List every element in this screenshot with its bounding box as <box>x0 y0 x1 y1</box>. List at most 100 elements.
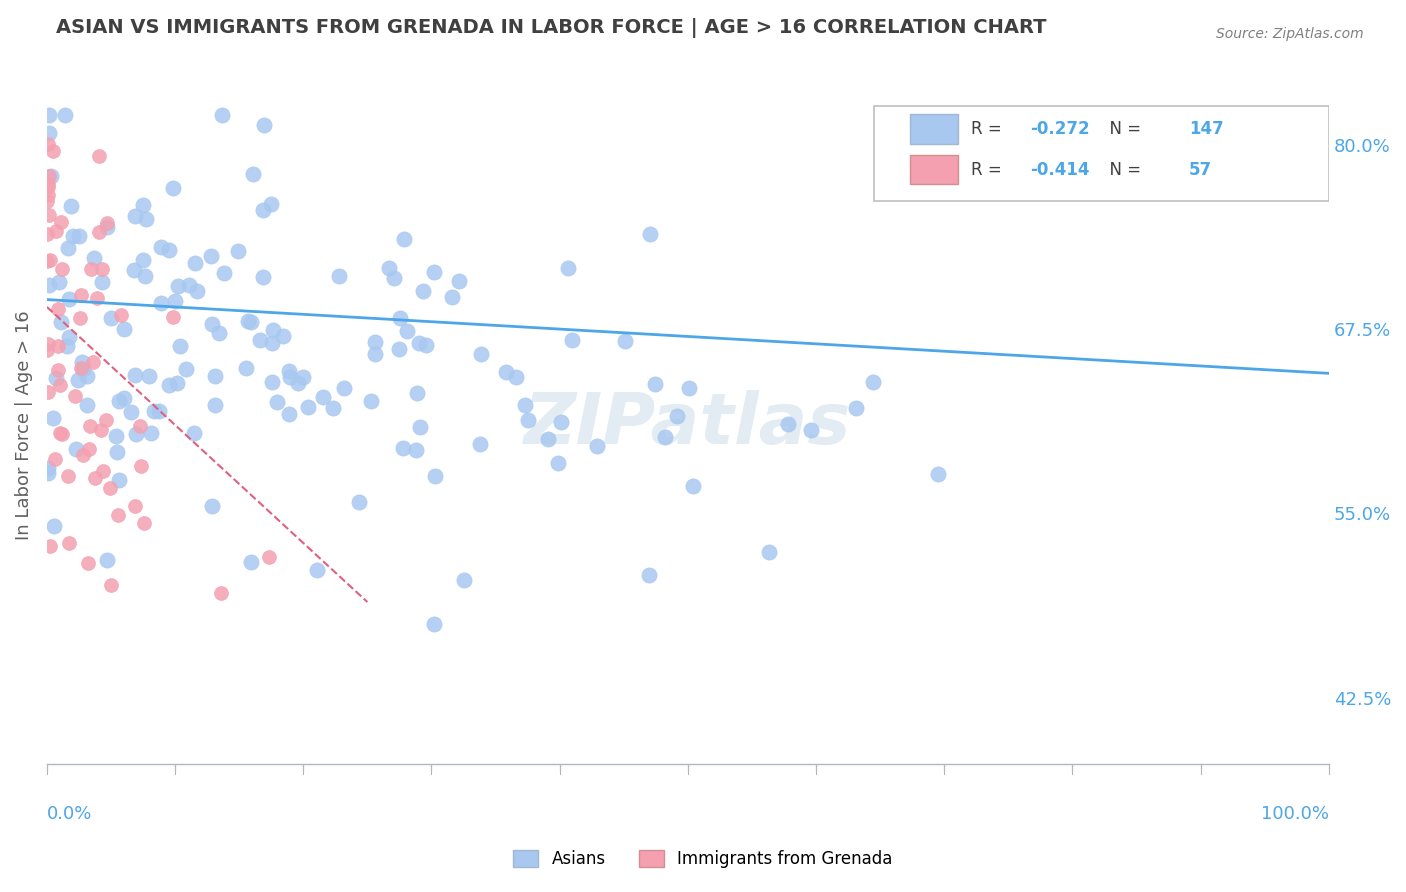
Point <box>408 335 430 350</box>
Point <box>100 577 122 591</box>
Point <box>67 229 90 244</box>
Point <box>150 240 173 254</box>
Point <box>37 227 59 242</box>
Point <box>112 391 135 405</box>
Point <box>46 363 69 377</box>
Point <box>125 426 148 441</box>
Point <box>38 169 60 183</box>
Point <box>226 244 249 258</box>
Point <box>38 127 60 141</box>
Point <box>96 216 118 230</box>
Point <box>260 197 283 211</box>
Point <box>287 376 309 390</box>
Point <box>87 225 110 239</box>
Point <box>212 266 235 280</box>
Point <box>495 365 517 379</box>
Point <box>132 516 155 530</box>
Text: 57: 57 <box>1189 161 1212 178</box>
Point <box>37 136 59 151</box>
Point <box>120 405 142 419</box>
Point <box>89 149 111 163</box>
Point <box>470 347 492 361</box>
Point <box>51 426 73 441</box>
Point <box>65 442 87 457</box>
Point <box>169 339 191 353</box>
Point <box>378 261 401 276</box>
Point <box>96 220 118 235</box>
Point <box>277 364 299 378</box>
Point <box>364 334 387 349</box>
Point <box>311 391 333 405</box>
Point <box>423 265 446 279</box>
Point <box>132 198 155 212</box>
Point <box>51 215 73 229</box>
Text: R =: R = <box>972 161 1007 178</box>
Point <box>262 335 284 350</box>
Point <box>51 315 73 329</box>
Point <box>278 407 301 421</box>
Point <box>80 261 103 276</box>
Point <box>273 329 295 343</box>
Point <box>70 288 93 302</box>
Point <box>183 425 205 440</box>
Point <box>42 410 65 425</box>
Point <box>124 368 146 383</box>
Point <box>44 451 66 466</box>
Point <box>395 325 418 339</box>
Point <box>35 194 58 209</box>
Point <box>132 253 155 268</box>
Point <box>138 368 160 383</box>
Point <box>58 330 80 344</box>
Point <box>305 563 328 577</box>
Point <box>51 262 73 277</box>
Point <box>72 449 94 463</box>
Point <box>148 404 170 418</box>
Point <box>135 212 157 227</box>
Point <box>56 339 79 353</box>
Point <box>84 471 107 485</box>
Point <box>347 495 370 509</box>
Point <box>56 469 79 483</box>
Point <box>423 616 446 631</box>
Point <box>253 118 276 132</box>
Point <box>105 444 128 458</box>
Point <box>409 420 432 434</box>
Point <box>613 334 636 348</box>
Point <box>204 369 226 384</box>
Point <box>70 360 93 375</box>
Point <box>800 423 823 437</box>
Point <box>165 293 187 308</box>
Point <box>392 232 415 246</box>
Point <box>184 256 207 270</box>
Point <box>38 539 60 553</box>
Point <box>249 333 271 347</box>
Point <box>35 343 58 357</box>
Point <box>238 314 260 328</box>
Point <box>157 377 180 392</box>
Point <box>134 269 156 284</box>
Point <box>423 469 446 483</box>
Y-axis label: In Labor Force | Age > 16: In Labor Force | Age > 16 <box>15 310 32 540</box>
Point <box>42 519 65 533</box>
Point <box>45 371 67 385</box>
Point <box>640 227 662 241</box>
Text: 100.0%: 100.0% <box>1261 805 1329 823</box>
Point <box>209 586 232 600</box>
Point <box>37 187 59 202</box>
Point <box>333 381 356 395</box>
Point <box>82 355 104 369</box>
Point <box>201 499 224 513</box>
Point <box>39 253 62 268</box>
Point <box>39 169 62 184</box>
Point <box>235 361 257 376</box>
Point <box>297 400 319 414</box>
Point <box>412 284 434 298</box>
Point <box>201 317 224 331</box>
Point <box>174 361 197 376</box>
FancyBboxPatch shape <box>910 154 959 185</box>
Point <box>58 292 80 306</box>
Point <box>38 277 60 292</box>
Point <box>58 536 80 550</box>
Point <box>66 373 89 387</box>
Point <box>468 436 491 450</box>
